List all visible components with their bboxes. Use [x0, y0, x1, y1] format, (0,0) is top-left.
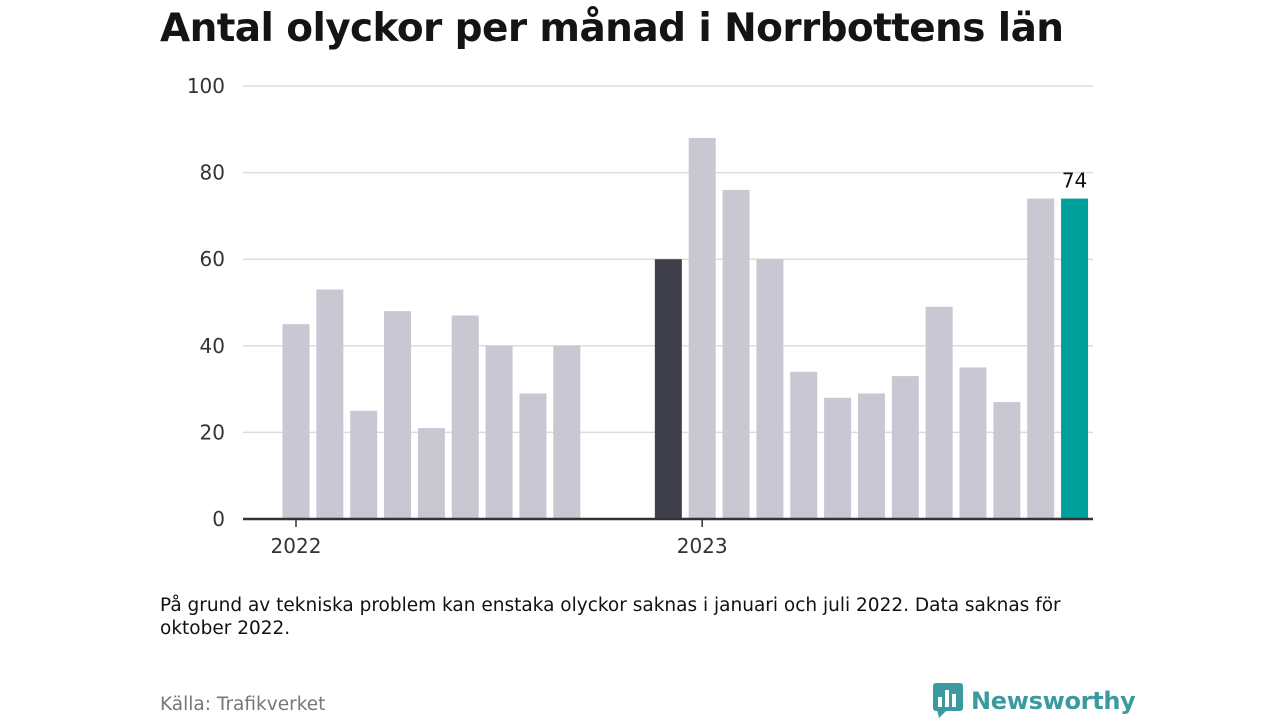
bar-2023-10	[993, 402, 1021, 519]
source-credit: Källa: Trafikverket	[160, 694, 326, 715]
y-tick-label: 80	[200, 161, 225, 185]
bar-2022-01	[282, 324, 310, 519]
bar-2022-02	[316, 289, 344, 519]
bar-2022-07	[485, 345, 513, 519]
bar-2022-06	[451, 315, 479, 519]
bar-2023-02	[722, 189, 750, 520]
bar-2023-09	[959, 367, 987, 519]
bar-2022-08	[519, 393, 547, 519]
bar-2023-06	[857, 393, 885, 519]
bars	[282, 137, 1089, 520]
data-labels: 74	[1062, 169, 1087, 193]
x-axis: 2022 2023	[243, 517, 1093, 558]
y-tick-label: 40	[200, 334, 225, 358]
bar-2022-04	[384, 311, 412, 519]
footnote: På grund av tekniska problem kan enstaka…	[160, 595, 1061, 639]
bar-2023-03	[756, 259, 784, 519]
bar-2022-09	[553, 345, 581, 519]
bar-2022-12	[654, 259, 682, 519]
x-tick-label: 2023	[677, 534, 728, 558]
y-tick-label: 0	[212, 507, 225, 531]
y-axis-labels: 0 20 40 60 80 100	[187, 74, 225, 531]
bar-2023-07	[891, 376, 919, 519]
bar-2023-05	[824, 397, 852, 519]
brand-name: Newsworthy	[971, 687, 1136, 715]
y-tick-label: 100	[187, 74, 225, 98]
bar-chart: 0 20 40 60 80 100 2022 2023 74	[187, 74, 1093, 558]
bar-2023-08	[925, 306, 953, 519]
chart-title: Antal olyckor per månad i Norrbottens lä…	[160, 6, 1064, 51]
bar-chart-speech-bubble-icon	[933, 683, 963, 718]
bar-2022-03	[350, 410, 378, 519]
bar-2023-04	[790, 371, 818, 519]
y-tick-label: 20	[200, 420, 225, 444]
y-tick-label: 60	[200, 247, 225, 271]
bar-2023-12	[1061, 198, 1089, 519]
data-label: 74	[1062, 169, 1087, 193]
brand-logo: Newsworthy	[933, 683, 1136, 719]
bar-2023-11	[1027, 198, 1055, 519]
bar-2022-05	[417, 428, 445, 519]
x-tick-label: 2022	[271, 534, 322, 558]
bar-2023-01	[688, 137, 716, 519]
